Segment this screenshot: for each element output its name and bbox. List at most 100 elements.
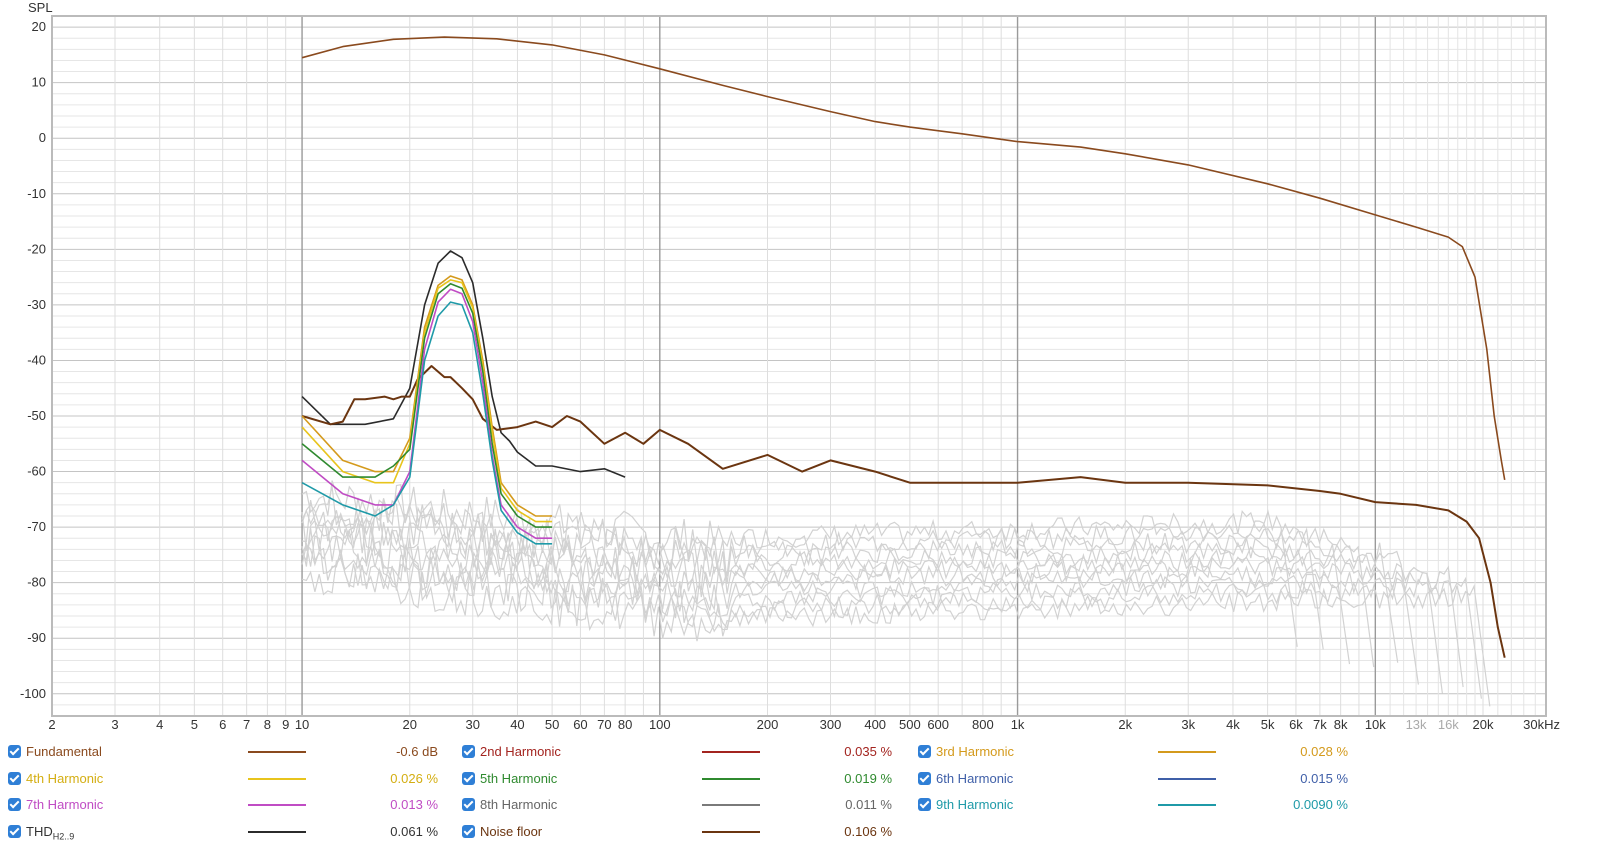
y-tick-label: -90 (27, 630, 46, 645)
legend-swatch (702, 830, 760, 833)
legend-value: 0.106 % (844, 823, 892, 839)
x-tick-label: 200 (757, 717, 779, 732)
x-tick-label: 2 (48, 717, 55, 732)
x-tick-label: 20 (403, 717, 417, 732)
series-line-5th-harmonic (301, 283, 553, 528)
legend-item-7th-harmonic[interactable]: 7th Harmonic 0.013 % (8, 795, 448, 815)
legend-item-8th-harmonic[interactable]: 8th Harmonic 0.011 % (462, 795, 902, 815)
legend-swatch (248, 804, 306, 806)
legend-item-noise-floor[interactable]: Noise floor 0.106 % (462, 822, 902, 842)
legend-swatch (248, 777, 306, 780)
legend-label: 6th Harmonic (936, 770, 1014, 786)
legend-value: 0.026 % (390, 770, 438, 786)
legend-item-5th-harmonic[interactable]: 5th Harmonic 0.019 % (462, 769, 902, 789)
legend-value: 0.015 % (1300, 770, 1348, 786)
checkbox-checked-icon[interactable] (462, 771, 475, 785)
series-line-thd (301, 250, 626, 478)
legend-swatch (1158, 751, 1216, 753)
checkbox-checked-icon[interactable] (8, 771, 21, 785)
checkbox-checked-icon[interactable] (462, 745, 475, 758)
legend-swatch (1158, 804, 1216, 806)
x-tick-label: 500 (899, 717, 921, 732)
faint-residuals (301, 480, 1491, 707)
x-tick-label: 10 (295, 717, 309, 732)
y-tick-label: -40 (27, 352, 46, 367)
legend-item-thd[interactable]: THDH2..9 0.061 % (8, 822, 448, 842)
y-tick-label: 0 (39, 130, 46, 145)
checkbox-checked-icon[interactable] (918, 771, 931, 785)
x-tick-label: 5k (1261, 717, 1275, 732)
checkbox-checked-icon[interactable] (8, 745, 21, 758)
spl-chart: SPL 20100-10-20-30-40-50-60-70-80-90-100… (20, 0, 1560, 732)
x-tick-label: 6 (219, 717, 226, 732)
x-tick-label: 100 (649, 717, 671, 732)
legend-item-9th-harmonic[interactable]: 9th Harmonic 0.0090 % (918, 795, 1358, 815)
y-ticks: 20 10 0 -10 -20 -30 -40 -50 -60 -70 -80 -90 -100 (20, 19, 46, 701)
y-tick-label: -70 (27, 519, 46, 534)
checkbox-checked-icon[interactable] (8, 824, 21, 838)
legend-swatch (248, 830, 306, 833)
checkbox-checked-icon[interactable] (918, 798, 931, 811)
checkbox-checked-icon[interactable] (462, 798, 475, 811)
x-tick-label: 60 (573, 717, 587, 732)
faint-trace (301, 497, 1351, 665)
y-tick-label: -30 (27, 297, 46, 312)
y-tick-label: -50 (27, 408, 46, 423)
legend-label-subscript: H2..9 (52, 831, 75, 842)
x-tick-label: 50 (545, 717, 559, 732)
legend-swatch (702, 751, 760, 753)
x-tick-label: 5 (191, 717, 198, 732)
faint-trace (301, 480, 1298, 647)
legend-item-3rd-harmonic[interactable]: 3rd Harmonic 0.028 % (918, 742, 1358, 762)
legend-item-6th-harmonic[interactable]: 6th Harmonic 0.015 % (918, 769, 1358, 789)
x-tick-label: 7k (1313, 717, 1327, 732)
faint-trace (301, 486, 1324, 650)
checkbox-checked-icon[interactable] (462, 824, 475, 838)
y-tick-label: -20 (27, 241, 46, 256)
x-tick-label: 800 (972, 717, 994, 732)
x-tick-label: 80 (618, 717, 632, 732)
series-line-fundamental (301, 36, 1506, 481)
x-tick-label: 16k (1438, 717, 1459, 732)
legend-value: 0.0090 % (1293, 797, 1348, 812)
legend-item-2nd-harmonic[interactable]: 2nd Harmonic 0.035 % (462, 742, 902, 762)
x-tick-label: 30kHz (1523, 717, 1560, 732)
legend-item-4th-harmonic[interactable]: 4th Harmonic 0.026 % (8, 769, 448, 789)
x-tick-label: 30 (466, 717, 480, 732)
legend-label: Noise floor (480, 823, 543, 839)
x-tick-label: 1k (1011, 717, 1025, 732)
legend-value: 0.035 % (844, 744, 892, 759)
grid (51, 15, 1547, 717)
legend-swatch (1158, 777, 1216, 780)
legend-value: 0.013 % (390, 797, 438, 812)
legend-label: 3rd Harmonic (936, 744, 1015, 759)
legend-value: 0.019 % (844, 770, 892, 786)
y-axis-label: SPL (28, 0, 53, 15)
series-line-noise-floor (301, 365, 1506, 658)
x-tick-label: 600 (927, 717, 949, 732)
legend: Fundamental -0.6 dB 2nd Harmonic 0.035 % 3rd… (0, 742, 1600, 863)
legend-label: 7th Harmonic (26, 797, 104, 812)
y-tick-label: 10 (32, 75, 46, 90)
legend-label: THDH2..9 (26, 823, 75, 842)
legend-label: 8th Harmonic (480, 797, 558, 812)
x-tick-label: 400 (864, 717, 886, 732)
legend-item-fundamental[interactable]: Fundamental -0.6 dB (8, 742, 448, 762)
x-tick-label: 70 (597, 717, 611, 732)
checkbox-checked-icon[interactable] (918, 745, 931, 758)
legend-swatch (702, 804, 760, 806)
x-tick-label: 10k (1365, 717, 1386, 732)
faint-trace (301, 528, 1443, 694)
x-tick-label: 4k (1226, 717, 1240, 732)
x-tick-label: 40 (510, 717, 524, 732)
y-tick-label: -10 (27, 186, 46, 201)
legend-value: 0.028 % (1300, 744, 1348, 759)
y-tick-label: -80 (27, 575, 46, 590)
legend-value: 0.011 % (845, 797, 892, 812)
series-layer (301, 36, 1506, 658)
x-tick-label: 13k (1406, 717, 1427, 732)
x-tick-label: 4 (156, 717, 163, 732)
faint-trace (301, 557, 1491, 707)
x-tick-label: 3 (111, 717, 118, 732)
checkbox-checked-icon[interactable] (8, 798, 21, 811)
